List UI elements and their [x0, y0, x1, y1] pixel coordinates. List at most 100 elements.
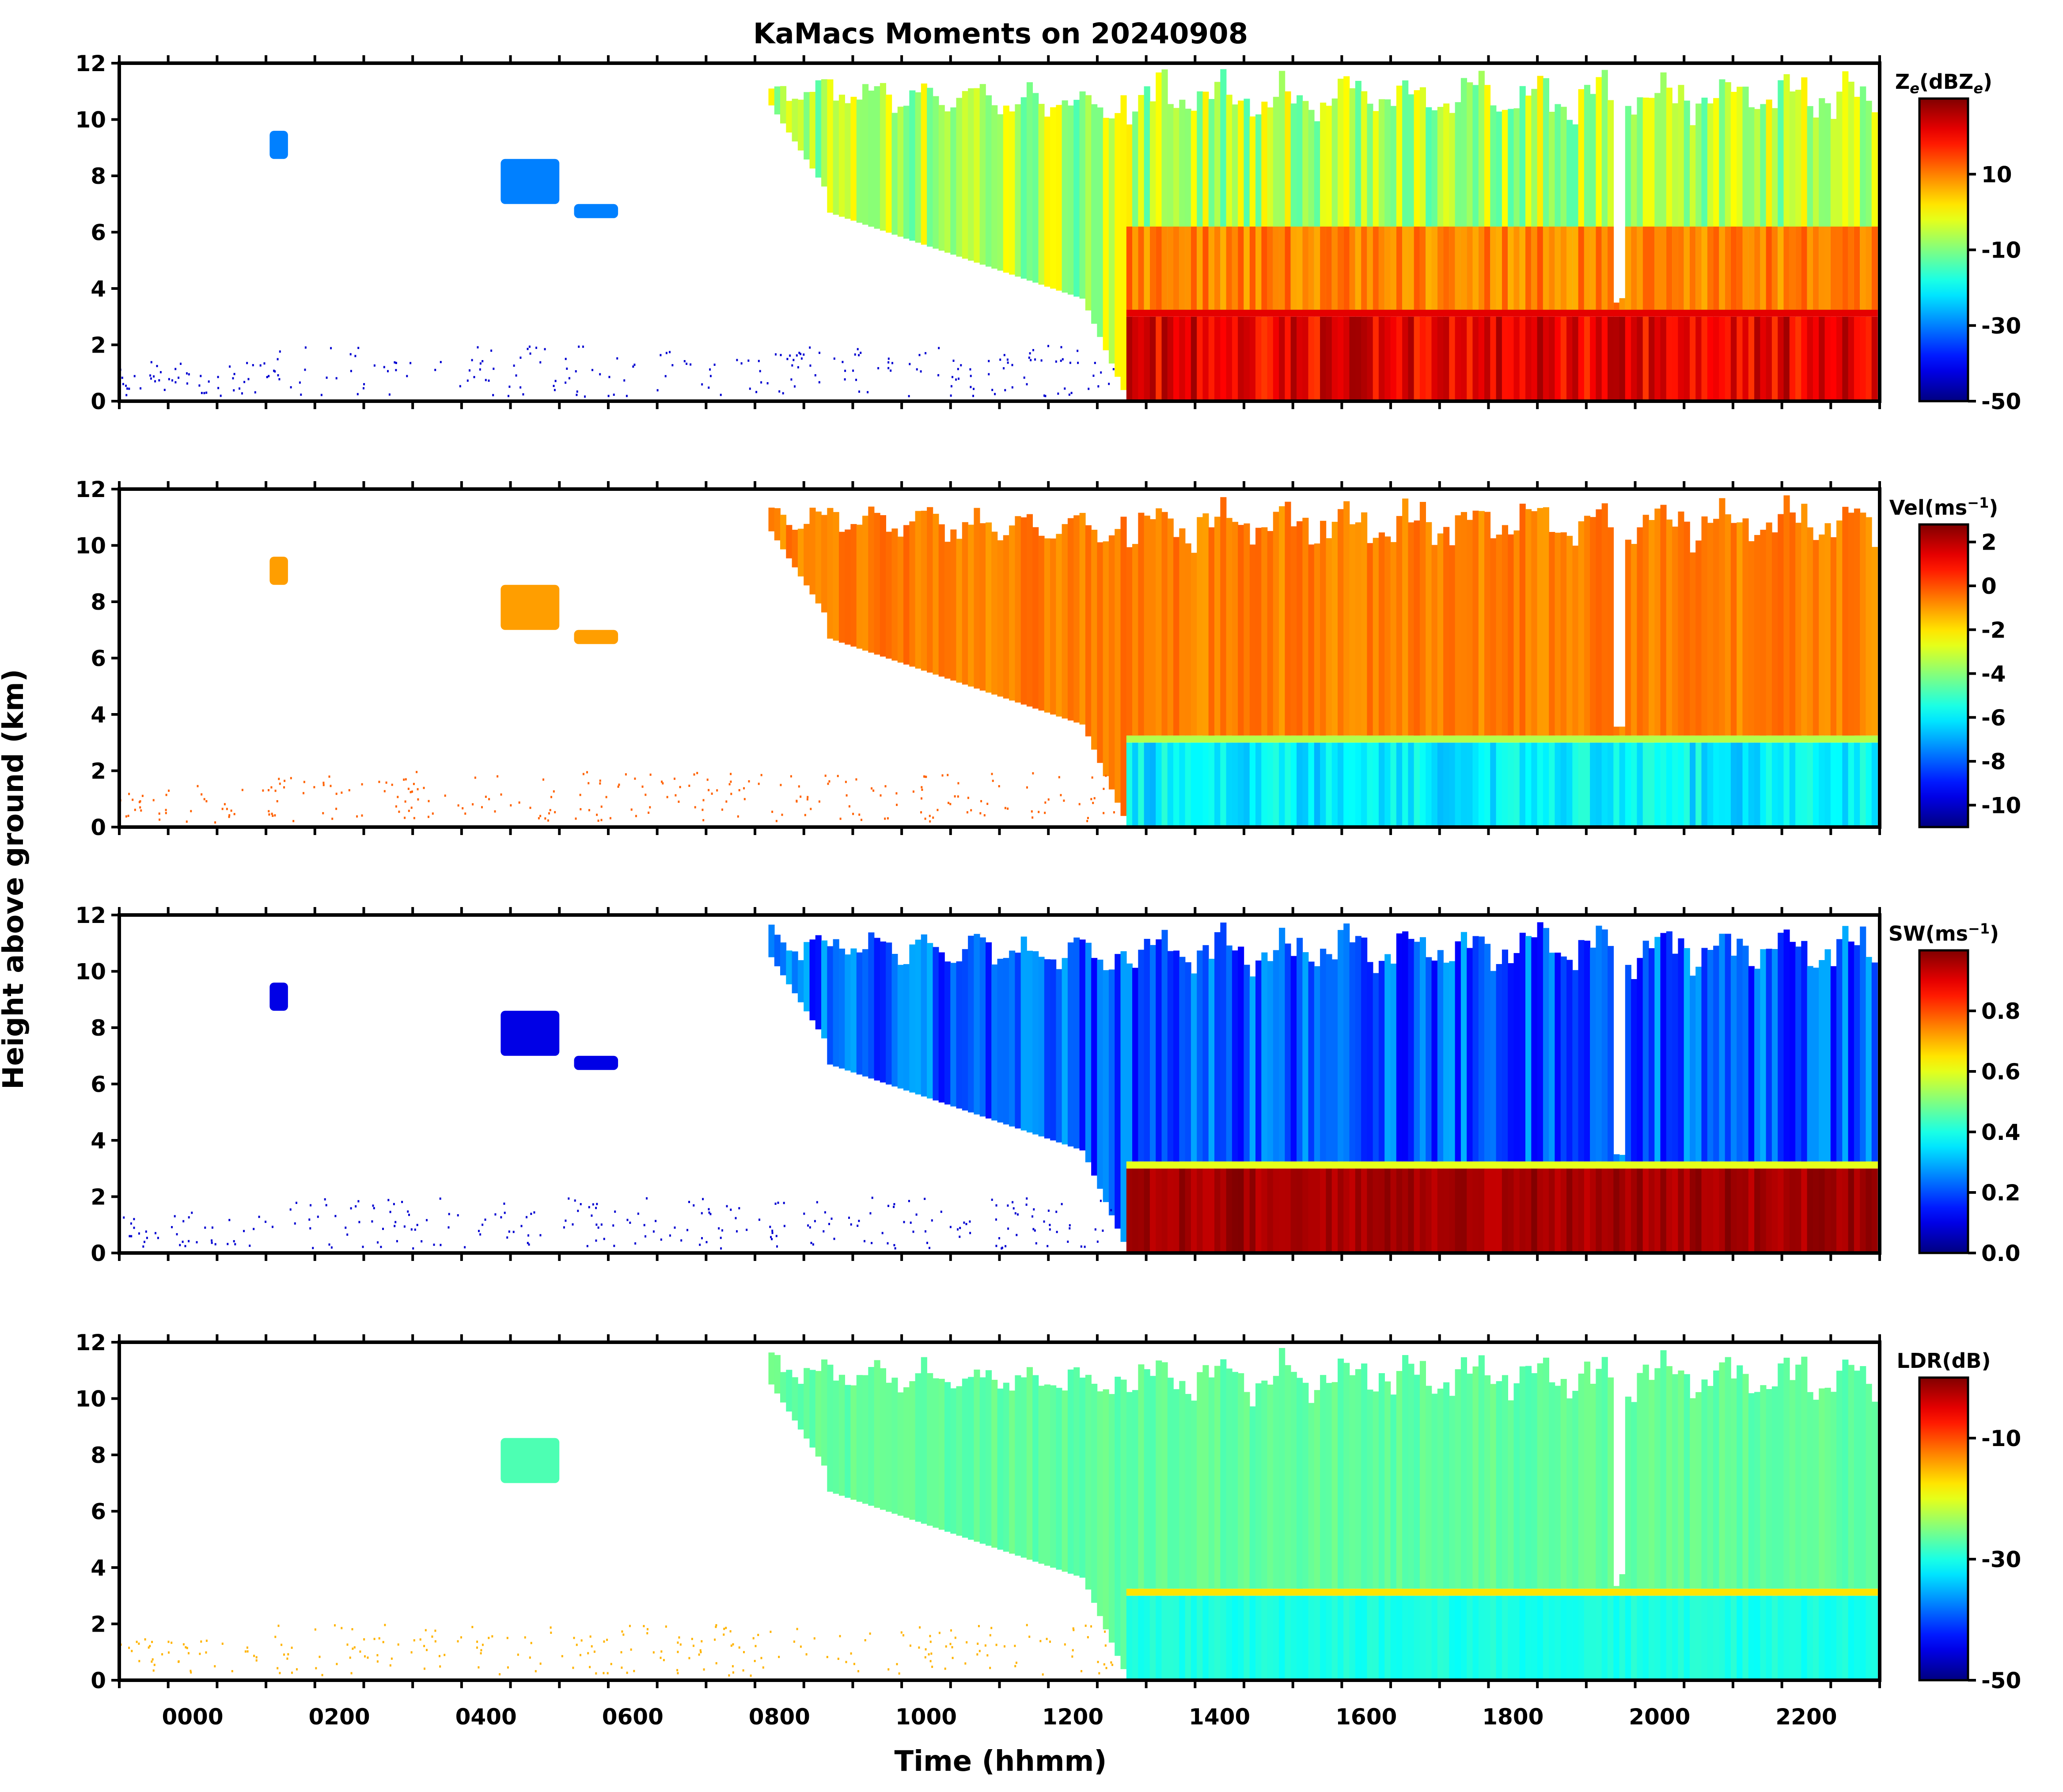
data-strip — [1020, 97, 1027, 279]
data-strip — [1596, 926, 1602, 1162]
data-strip — [1431, 1161, 1438, 1169]
data-speckle — [762, 1666, 764, 1669]
data-speckle — [490, 349, 493, 352]
data-speckle — [214, 1665, 216, 1667]
data-strip — [1290, 1168, 1297, 1253]
data-strip — [962, 522, 968, 685]
data-strip — [1238, 1595, 1244, 1681]
data-strip — [1649, 1588, 1655, 1596]
data-strip — [1097, 107, 1104, 337]
data-strip — [1725, 316, 1731, 402]
data-strip — [1730, 735, 1737, 743]
data-speckle — [963, 1221, 965, 1224]
data-strip — [1255, 309, 1262, 317]
data-speckle — [794, 385, 796, 388]
data-strip — [944, 111, 951, 253]
data-strip — [1079, 939, 1086, 1150]
data-speckle — [200, 1640, 202, 1643]
data-speckle — [1062, 358, 1064, 361]
data-strip — [1320, 1595, 1327, 1681]
data-strip — [1455, 1161, 1461, 1169]
data-strip — [1678, 938, 1684, 1162]
data-speckle — [410, 791, 412, 793]
x-tick-label: 1800 — [1482, 1704, 1543, 1730]
data-strip — [1795, 523, 1802, 736]
y-tick-label: 4 — [91, 1128, 106, 1154]
data-strip — [1443, 226, 1450, 310]
data-strip — [1707, 1161, 1714, 1169]
data-strip — [1378, 742, 1385, 828]
data-speckle — [931, 1666, 933, 1668]
data-strip — [1801, 226, 1808, 310]
data-speckle — [403, 778, 405, 781]
data-speckle — [969, 368, 971, 371]
data-strip — [1173, 316, 1180, 402]
data-strip — [1285, 1588, 1291, 1596]
data-strip — [1443, 1168, 1450, 1253]
data-strip — [1132, 544, 1139, 736]
data-speckle — [510, 804, 512, 807]
data-strip — [1402, 931, 1409, 1162]
data-speckle — [593, 1650, 595, 1653]
data-strip — [1478, 1161, 1485, 1169]
data-speckle — [1040, 359, 1043, 362]
data-strip — [1596, 509, 1602, 736]
data-speckle — [524, 1636, 526, 1639]
data-strip — [1795, 226, 1802, 310]
data-speckle — [383, 790, 386, 793]
data-strip — [1508, 1168, 1514, 1253]
data-speckle — [485, 379, 487, 381]
data-strip — [1314, 1595, 1320, 1681]
data-speckle — [188, 1652, 190, 1655]
data-speckle — [457, 1214, 459, 1217]
data-strip — [1290, 1372, 1297, 1589]
data-speckle — [814, 1220, 816, 1223]
data-speckle — [599, 373, 601, 376]
data-speckle — [321, 1674, 323, 1676]
data-strip — [1701, 1379, 1708, 1589]
data-speckle — [895, 792, 898, 795]
data-strip — [1149, 1376, 1156, 1589]
data-speckle — [864, 1639, 866, 1641]
data-strip — [786, 525, 793, 558]
data-speckle — [140, 387, 142, 390]
data-strip — [1871, 962, 1878, 1162]
data-strip — [1690, 309, 1696, 317]
data-speckle — [721, 809, 723, 811]
data-speckle — [303, 781, 305, 783]
data-strip — [1871, 735, 1878, 743]
data-strip — [1220, 1168, 1227, 1253]
data-strip — [1355, 936, 1361, 1162]
data-strip — [1584, 1168, 1590, 1253]
data-strip — [1191, 1401, 1197, 1589]
data-strip — [1419, 735, 1426, 743]
data-strip — [1783, 316, 1790, 402]
data-speckle — [167, 1640, 170, 1643]
data-strip — [1701, 742, 1708, 828]
data-strip — [1860, 513, 1866, 736]
data-speckle — [126, 387, 128, 390]
data-speckle — [860, 352, 862, 354]
data-strip — [1261, 1595, 1268, 1681]
data-speckle — [1014, 1212, 1016, 1215]
data-speckle — [1111, 1663, 1113, 1666]
data-strip — [1126, 1161, 1133, 1169]
data-speckle — [407, 787, 410, 790]
data-speckle — [989, 1634, 991, 1636]
data-strip — [1601, 226, 1608, 310]
data-strip — [1138, 949, 1145, 1162]
data-strip — [1584, 941, 1590, 1162]
data-speckle — [186, 1647, 188, 1649]
y-tick-label: 10 — [75, 959, 106, 985]
data-strip — [1044, 538, 1050, 713]
data-strip — [1719, 316, 1725, 402]
data-strip — [1202, 742, 1209, 828]
data-speckle — [474, 776, 476, 779]
data-strip — [1783, 1161, 1790, 1169]
data-strip — [1531, 742, 1538, 828]
data-strip — [1625, 1168, 1631, 1253]
data-strip — [1443, 316, 1450, 402]
data-strip — [1015, 516, 1021, 703]
